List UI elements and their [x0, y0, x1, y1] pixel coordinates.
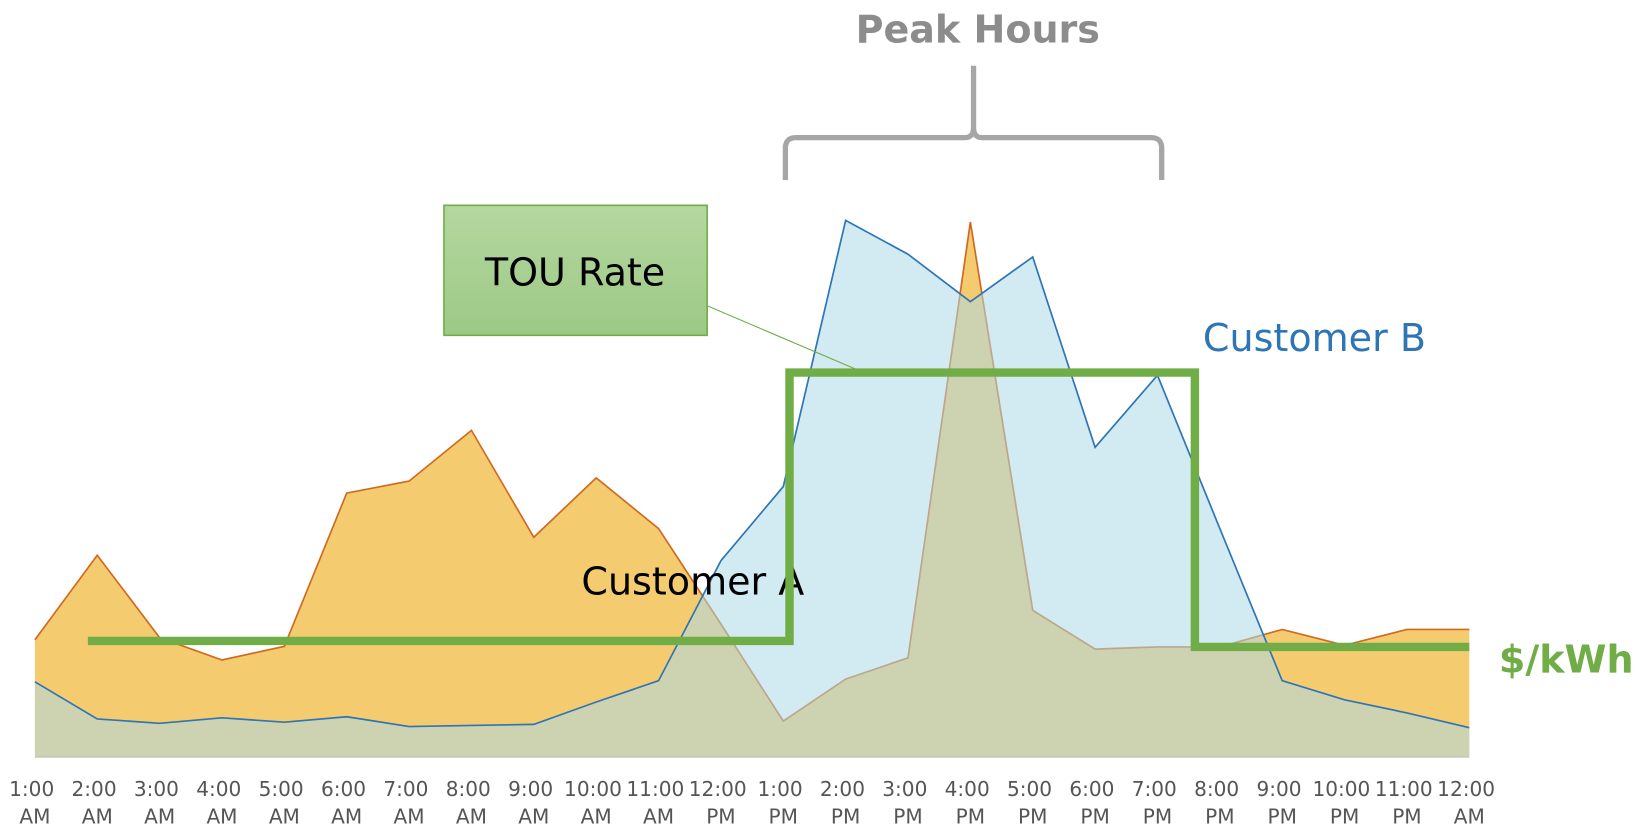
callout-line: [706, 305, 859, 371]
x-tick-label: 3:00 AM: [134, 777, 185, 825]
x-tick-label: 8:00 PM: [1194, 777, 1245, 825]
chart-title: Peak Hours: [856, 8, 1100, 52]
x-tick-label: 12:00 PM: [689, 777, 753, 825]
series-label: Customer A: [581, 559, 804, 603]
x-tick-label: 10:00 AM: [564, 777, 628, 825]
x-tick-label: 4:00 PM: [945, 777, 996, 825]
series-label: Customer B: [1203, 316, 1426, 360]
peak-bracket: [782, 65, 1165, 180]
x-tick-label: 2:00 PM: [820, 777, 871, 825]
x-tick-label: 3:00 PM: [882, 777, 933, 825]
x-tick-label: 7:00 PM: [1132, 777, 1183, 825]
x-tick-label: 6:00 PM: [1069, 777, 1120, 825]
x-tick-label: 4:00 AM: [196, 777, 247, 825]
x-tick-label: 11:00 PM: [1375, 777, 1439, 825]
x-tick-label: 9:00 AM: [508, 777, 559, 825]
x-tick-label: 10:00 PM: [1312, 777, 1376, 825]
x-tick-label: 5:00 AM: [259, 777, 310, 825]
x-tick-label: 9:00 PM: [1256, 777, 1307, 825]
x-tick-label: 7:00 AM: [383, 777, 434, 825]
area: [34, 220, 1470, 758]
x-tick-label: 8:00 AM: [446, 777, 497, 825]
rate-line: [87, 368, 1470, 652]
line: [34, 219, 1470, 729]
callout-text: TOU Rate: [484, 251, 665, 295]
x-tick-label: 12:00 AM: [1437, 777, 1501, 825]
x-tick-label: 11:00 AM: [626, 777, 690, 825]
x-tick-label: 5:00 PM: [1007, 777, 1058, 825]
x-tick-label: 2:00 AM: [72, 777, 123, 825]
callout-box: [443, 204, 708, 337]
x-tick-label: 1:00 PM: [758, 777, 809, 825]
area: [34, 222, 1470, 758]
rate-unit: $/kWh: [1499, 638, 1634, 682]
x-tick-label: 1:00 AM: [9, 777, 60, 825]
x-tick-label: 6:00 AM: [321, 777, 372, 825]
